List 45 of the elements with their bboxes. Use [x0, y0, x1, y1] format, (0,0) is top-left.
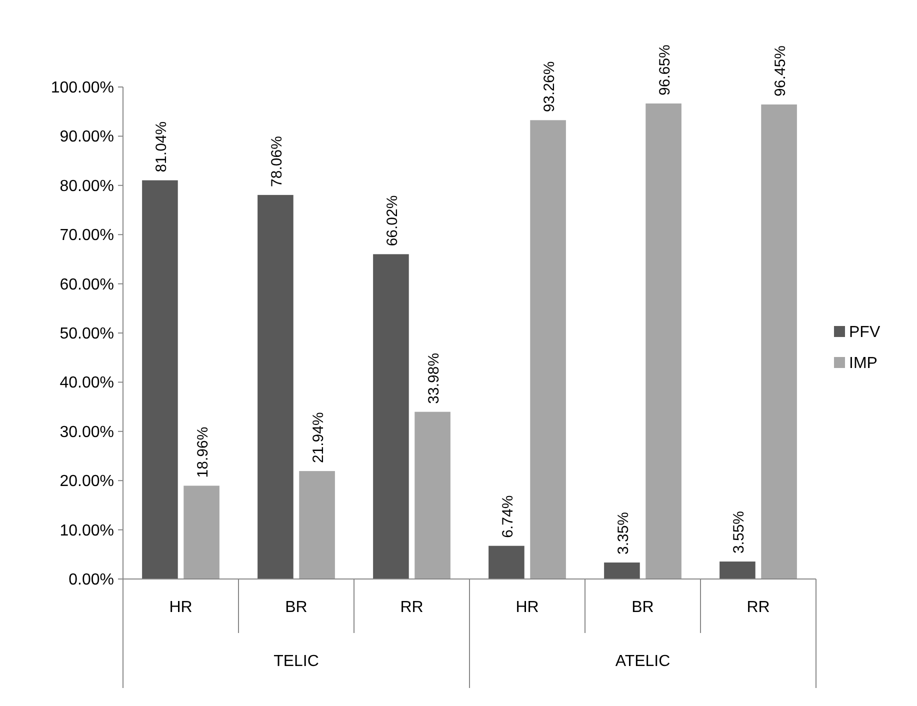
y-tick-label: 20.00% — [60, 473, 114, 490]
bar — [488, 546, 524, 579]
x-tick-label: BR — [285, 599, 308, 616]
data-label: 6.74% — [499, 495, 516, 538]
text: ATELIC — [615, 653, 670, 670]
y-tick-label: 60.00% — [60, 276, 114, 294]
x-tick-label: RR — [400, 599, 424, 616]
data-label: 78.06% — [268, 136, 286, 187]
bar — [299, 471, 335, 579]
data-label: 81.04% — [152, 121, 170, 172]
y-tick-label: 100.00% — [50, 80, 114, 96]
x-tick-label: HR — [516, 599, 539, 616]
data-label: 3.35% — [614, 512, 632, 555]
y-tick-label: 10.00% — [60, 522, 114, 540]
data-label: 21.94% — [310, 412, 328, 464]
y-tick-label: 70.00% — [60, 227, 114, 244]
data-label: 66.02% — [384, 195, 401, 246]
data-label: 96.45% — [772, 46, 790, 96]
bar — [604, 562, 640, 579]
y-tick-label: 90.00% — [60, 128, 114, 146]
legend-label: IMP — [849, 355, 878, 372]
data-label: 33.98% — [426, 352, 443, 404]
y-tick-label: 30.00% — [60, 424, 114, 441]
bar — [761, 104, 797, 579]
y-tick-label: 50.00% — [60, 326, 114, 342]
text: TELIC — [274, 653, 319, 670]
data-label: 96.65% — [656, 44, 674, 96]
legend-label: PFV — [849, 324, 880, 341]
bar — [258, 194, 294, 579]
bar — [720, 562, 756, 579]
y-tick-label: 80.00% — [60, 178, 114, 195]
y-tick-label: 40.00% — [60, 374, 114, 392]
data-label: 93.26% — [541, 61, 558, 112]
x-tick-label: HR — [169, 599, 192, 616]
bar — [414, 412, 450, 579]
x-tick-label: RR — [746, 599, 770, 616]
x-tick-label: BR — [632, 599, 654, 616]
data-label: 3.55% — [730, 510, 748, 554]
bar — [373, 254, 409, 579]
bar — [142, 180, 178, 579]
bar — [646, 103, 682, 579]
bar — [530, 120, 566, 579]
bar — [184, 486, 220, 579]
data-label: 18.96% — [194, 426, 212, 478]
y-tick-label: 0.00% — [68, 572, 114, 588]
